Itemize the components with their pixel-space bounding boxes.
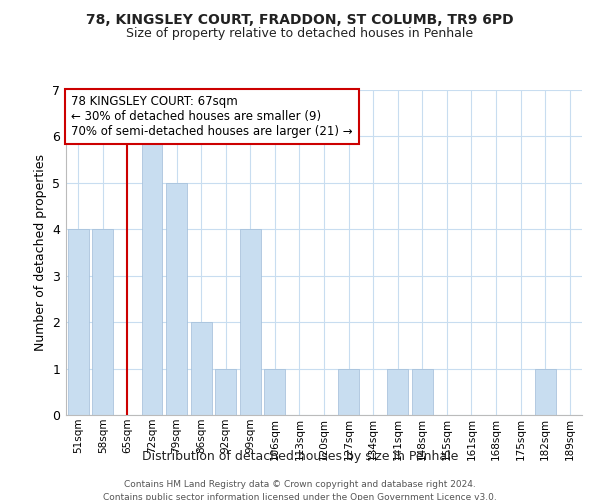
Bar <box>166 183 187 415</box>
Bar <box>240 230 261 415</box>
Text: Contains public sector information licensed under the Open Government Licence v3: Contains public sector information licen… <box>103 492 497 500</box>
Text: Distribution of detached houses by size in Penhale: Distribution of detached houses by size … <box>142 450 458 463</box>
Text: Size of property relative to detached houses in Penhale: Size of property relative to detached ho… <box>127 28 473 40</box>
Bar <box>412 368 433 415</box>
Bar <box>338 368 359 415</box>
Bar <box>68 230 89 415</box>
Text: 78, KINGSLEY COURT, FRADDON, ST COLUMB, TR9 6PD: 78, KINGSLEY COURT, FRADDON, ST COLUMB, … <box>86 12 514 26</box>
Bar <box>535 368 556 415</box>
Bar <box>92 230 113 415</box>
Y-axis label: Number of detached properties: Number of detached properties <box>34 154 47 351</box>
Bar <box>387 368 408 415</box>
Bar <box>215 368 236 415</box>
Text: 78 KINGSLEY COURT: 67sqm
← 30% of detached houses are smaller (9)
70% of semi-de: 78 KINGSLEY COURT: 67sqm ← 30% of detach… <box>71 95 353 138</box>
Bar <box>142 136 163 415</box>
Bar <box>265 368 286 415</box>
Text: Contains HM Land Registry data © Crown copyright and database right 2024.: Contains HM Land Registry data © Crown c… <box>124 480 476 489</box>
Bar <box>191 322 212 415</box>
